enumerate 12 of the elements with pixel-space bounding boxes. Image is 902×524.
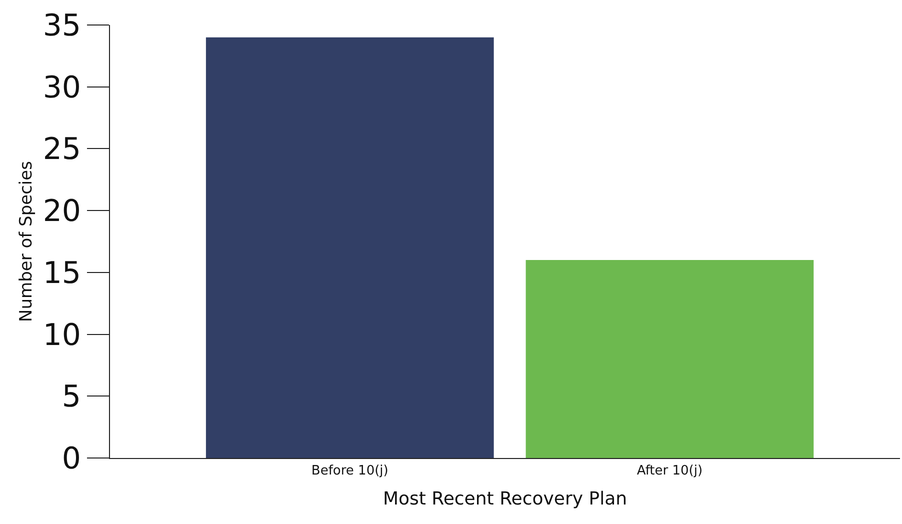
x-axis-title: Most Recent Recovery Plan	[382, 488, 628, 510]
y-tick-label: 20	[42, 194, 81, 230]
y-tick-label: 15	[42, 256, 81, 291]
y-tick-label: 25	[42, 132, 81, 168]
x-tick-label: Before 10(j)	[311, 464, 388, 479]
y-tick-label: 5	[62, 380, 81, 415]
y-tick-label: 35	[42, 8, 81, 44]
y-axis-title: Number of Species	[16, 160, 36, 322]
y-tick-label: 0	[62, 442, 81, 476]
y-tick-label: 30	[42, 70, 81, 106]
x-tick-label: After 10(j)	[636, 464, 703, 479]
y-tick-label: 10	[42, 318, 81, 353]
